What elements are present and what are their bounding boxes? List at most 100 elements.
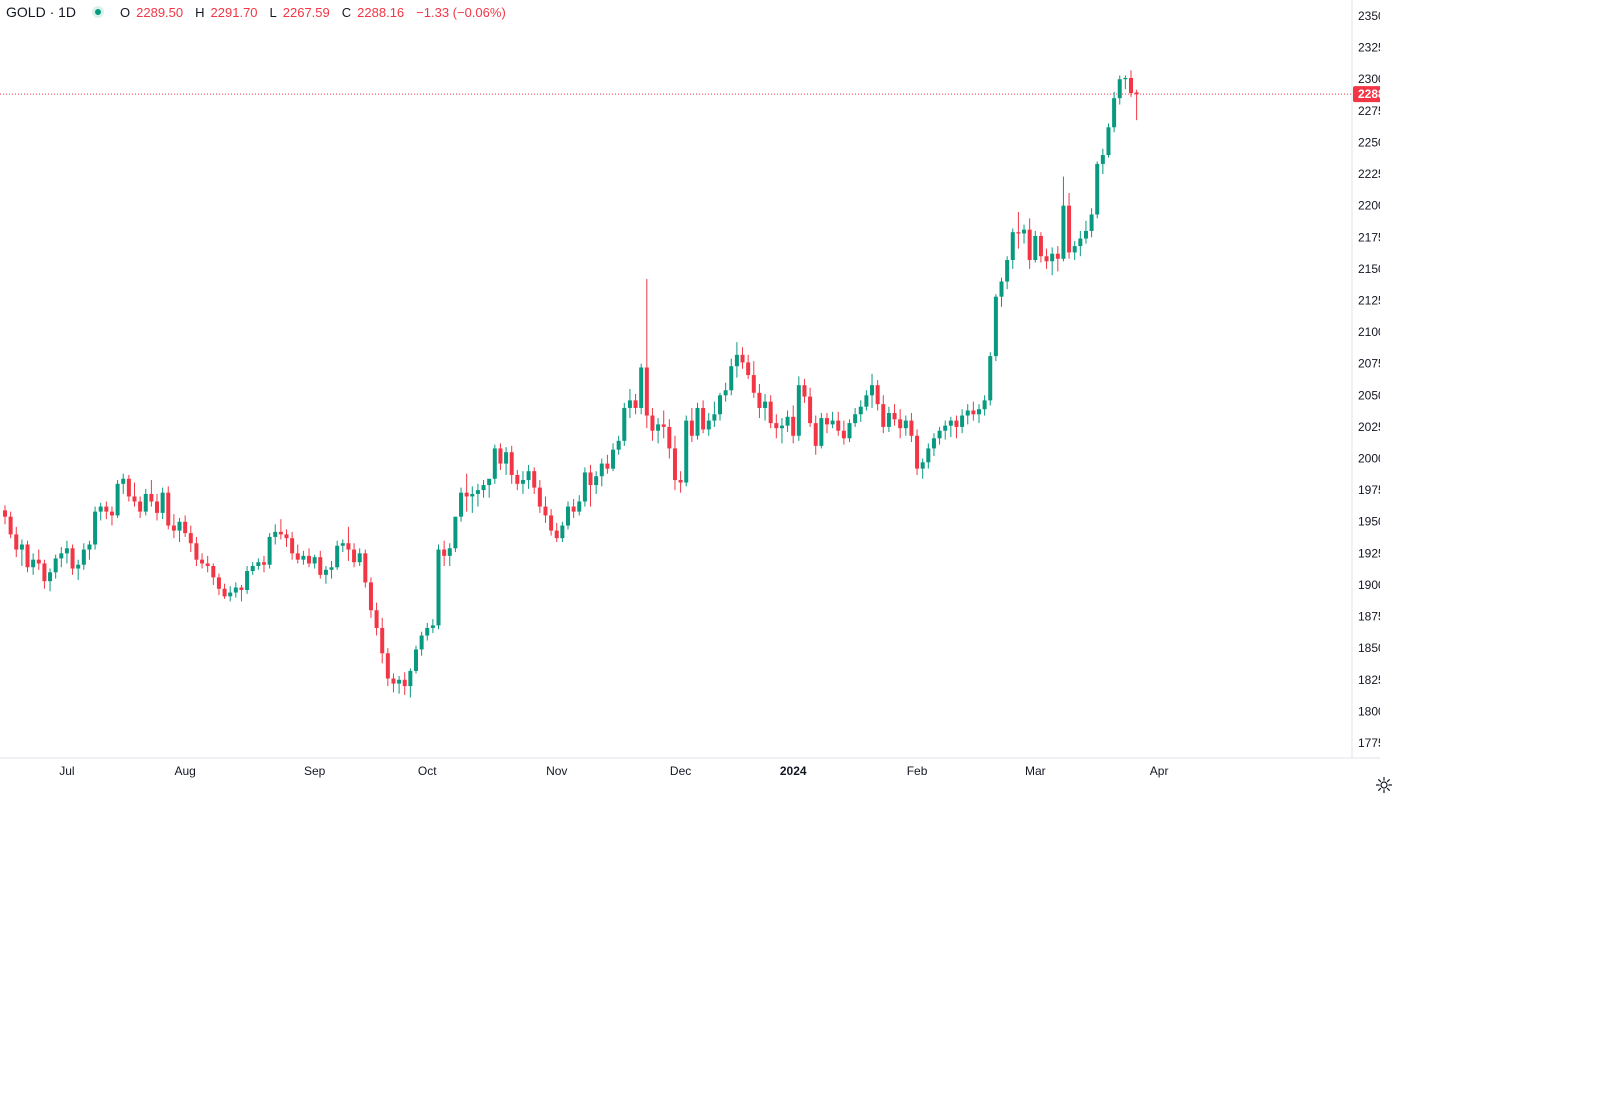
candle[interactable] bbox=[1010, 228, 1015, 269]
candle[interactable] bbox=[228, 586, 233, 602]
candle[interactable] bbox=[808, 387, 813, 427]
candle[interactable] bbox=[93, 506, 98, 550]
candle[interactable] bbox=[357, 548, 362, 566]
candle[interactable] bbox=[515, 469, 520, 491]
candle[interactable] bbox=[504, 447, 509, 475]
candle[interactable] bbox=[1072, 241, 1077, 261]
candle[interactable] bbox=[971, 401, 976, 421]
candle[interactable] bbox=[1050, 247, 1055, 276]
candle[interactable] bbox=[318, 550, 323, 579]
candle[interactable] bbox=[290, 531, 295, 560]
candle[interactable] bbox=[599, 458, 604, 487]
candle[interactable] bbox=[160, 487, 165, 520]
candle[interactable] bbox=[53, 554, 58, 579]
candle[interactable] bbox=[543, 496, 548, 524]
candle[interactable] bbox=[1016, 211, 1021, 249]
candle[interactable] bbox=[768, 395, 773, 429]
candle[interactable] bbox=[948, 416, 953, 438]
candle[interactable] bbox=[121, 473, 126, 494]
candle[interactable] bbox=[926, 443, 931, 469]
candle[interactable] bbox=[36, 549, 41, 570]
candle[interactable] bbox=[582, 467, 587, 507]
candle[interactable] bbox=[487, 478, 492, 498]
candle[interactable] bbox=[824, 413, 829, 434]
candle[interactable] bbox=[1112, 91, 1117, 133]
candle[interactable] bbox=[560, 521, 565, 542]
candle[interactable] bbox=[644, 278, 649, 429]
candle[interactable] bbox=[954, 415, 959, 439]
candle[interactable] bbox=[284, 529, 289, 548]
candle[interactable] bbox=[870, 373, 875, 408]
candle[interactable] bbox=[532, 467, 537, 494]
candle[interactable] bbox=[509, 445, 514, 484]
candle[interactable] bbox=[931, 433, 936, 456]
candle[interactable] bbox=[312, 554, 317, 569]
candle[interactable] bbox=[718, 392, 723, 421]
candle[interactable] bbox=[1134, 89, 1139, 121]
candle[interactable] bbox=[1117, 75, 1122, 105]
market-status-icon[interactable] bbox=[92, 6, 105, 18]
candle[interactable] bbox=[464, 473, 469, 512]
candle[interactable] bbox=[42, 559, 47, 589]
candle[interactable] bbox=[633, 394, 638, 415]
candle[interactable] bbox=[611, 443, 616, 472]
candle[interactable] bbox=[723, 382, 728, 402]
candle[interactable] bbox=[813, 415, 818, 455]
candle[interactable] bbox=[701, 400, 706, 434]
candle[interactable] bbox=[853, 407, 858, 427]
candle[interactable] bbox=[70, 544, 75, 575]
candle[interactable] bbox=[734, 342, 739, 378]
candle[interactable] bbox=[329, 560, 334, 579]
candle[interactable] bbox=[3, 505, 7, 525]
candle[interactable] bbox=[301, 550, 306, 565]
candle[interactable] bbox=[1061, 176, 1066, 262]
candle[interactable] bbox=[149, 480, 154, 507]
candle[interactable] bbox=[64, 540, 69, 564]
candle[interactable] bbox=[256, 558, 261, 570]
candle[interactable] bbox=[1067, 193, 1072, 259]
candle[interactable] bbox=[622, 402, 627, 446]
candle[interactable] bbox=[841, 420, 846, 445]
candle[interactable] bbox=[836, 411, 841, 436]
candle[interactable] bbox=[363, 549, 368, 588]
candle[interactable] bbox=[1123, 75, 1128, 90]
candle[interactable] bbox=[554, 523, 559, 542]
candle[interactable] bbox=[1100, 148, 1105, 175]
candle[interactable] bbox=[76, 559, 81, 580]
candle[interactable] bbox=[537, 480, 542, 513]
candle[interactable] bbox=[323, 565, 328, 584]
candle[interactable] bbox=[98, 502, 103, 521]
candle[interactable] bbox=[684, 415, 689, 487]
candle[interactable] bbox=[993, 294, 998, 362]
candle[interactable] bbox=[1055, 246, 1060, 272]
candle[interactable] bbox=[802, 378, 807, 403]
candle[interactable] bbox=[819, 413, 824, 449]
candle[interactable] bbox=[222, 583, 227, 599]
candle[interactable] bbox=[335, 540, 340, 570]
candle[interactable] bbox=[14, 526, 19, 558]
candle[interactable] bbox=[261, 555, 266, 573]
candle[interactable] bbox=[183, 515, 188, 537]
candle[interactable] bbox=[419, 631, 424, 656]
candle[interactable] bbox=[943, 420, 948, 440]
candle[interactable] bbox=[892, 404, 897, 426]
candle[interactable] bbox=[402, 672, 407, 695]
candle[interactable] bbox=[430, 619, 435, 634]
candle[interactable] bbox=[746, 354, 751, 379]
candle[interactable] bbox=[656, 418, 661, 444]
candle[interactable] bbox=[791, 405, 796, 444]
candle[interactable] bbox=[239, 584, 244, 602]
candle[interactable] bbox=[81, 543, 86, 570]
candle[interactable] bbox=[706, 413, 711, 436]
candle[interactable] bbox=[413, 645, 418, 674]
candle[interactable] bbox=[695, 402, 700, 440]
candle[interactable] bbox=[898, 409, 903, 439]
candle[interactable] bbox=[757, 383, 762, 419]
candle[interactable] bbox=[340, 539, 345, 553]
candle[interactable] bbox=[267, 533, 272, 569]
candle[interactable] bbox=[864, 390, 869, 411]
symbol-label[interactable]: GOLD · 1D bbox=[6, 4, 77, 20]
candle[interactable] bbox=[492, 444, 497, 484]
candle[interactable] bbox=[909, 413, 914, 443]
candle[interactable] bbox=[200, 553, 205, 569]
